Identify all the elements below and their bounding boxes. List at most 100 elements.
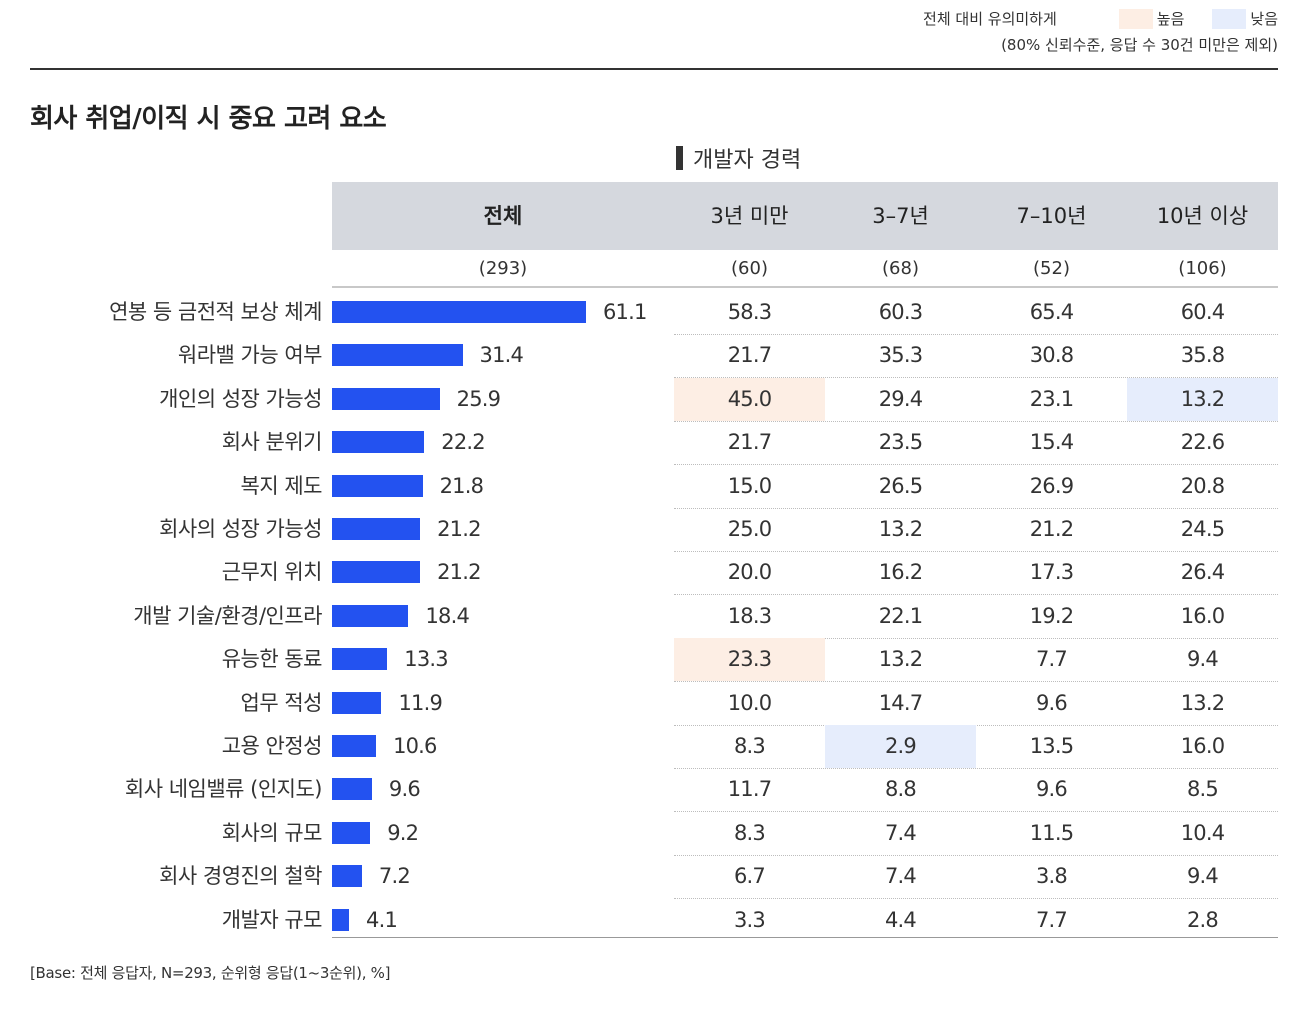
table-cell: 10.0 [727,690,772,715]
row-label: 유능한 동료 [221,647,323,672]
table-cell: 45.0 [674,377,825,421]
bar [332,821,371,844]
bottom-rule [332,937,1278,938]
bar-value-label: 11.9 [398,690,443,715]
bar-value-label: 31.4 [479,343,524,368]
table-cell: 17.3 [1029,560,1074,585]
table-cell: 20.0 [727,560,772,585]
group-title: 개발자 경력 [676,142,801,174]
row-label: 개발자 규모 [221,907,323,932]
table-cell: 25.0 [727,517,772,541]
table-cell: 13.2 [878,517,923,541]
table-cell: 35.8 [1180,343,1225,368]
row-label: 워라밸 가능 여부 [177,343,323,368]
table-cell: 7.4 [885,864,917,889]
table-cell: 18.3 [727,603,772,628]
table-cell: 2.9 [825,725,976,768]
table-cell: 2.8 [1187,907,1219,932]
bar [332,474,423,497]
column-header-10-plus: 10년 이상 [1156,204,1249,228]
legend-note: (80% 신뢰수준, 응답 수 30건 미만은 제외) [1001,36,1278,54]
bar-value-label: 10.6 [393,734,437,758]
group-title-text: 개발자 경력 [693,148,802,173]
table-cell: 20.8 [1180,473,1225,498]
table-cell: 23.1 [1029,386,1074,411]
table-cell: 13.2 [1127,377,1278,421]
table-cell: 9.6 [1036,690,1068,715]
bar-value-label: 9.2 [387,820,419,845]
bar-value-label: 9.6 [388,777,421,802]
row-label: 회사 분위기 [221,430,323,455]
table-cell: 3.8 [1036,864,1068,889]
table-cell: 4.4 [885,907,917,932]
bar [332,648,388,671]
header-rule [332,286,1278,288]
row-divider [674,464,1278,466]
bar [332,778,372,801]
table-cell: 16.2 [878,560,923,585]
table-cell: 26.5 [878,473,923,498]
row-divider [674,377,1278,379]
n-under-3: (60) [731,258,768,279]
bar [332,735,377,757]
bar-value-label: 18.4 [425,603,470,628]
table-cell: 23.3 [674,638,825,682]
row-label: 회사의 규모 [221,820,323,845]
table-cell: 30.8 [1029,343,1074,368]
bar [332,518,421,540]
legend-label: 전체 대비 유의미하게 [923,10,1057,28]
n-total: (293) [478,258,528,279]
table-cell: 15.0 [727,473,772,498]
row-divider [674,681,1278,683]
bar-value-label: 21.8 [439,473,484,498]
table-cell: 6.7 [734,864,766,889]
row-label: 복지 제도 [240,473,323,498]
table-cell: 11.7 [727,777,772,802]
table-cell: 19.2 [1029,603,1074,628]
bar [332,301,586,323]
table-cell: 14.7 [878,690,923,715]
bar [332,908,350,931]
bar-value-label: 21.2 [437,560,481,585]
n-10-plus: (106) [1178,258,1227,279]
table-cell: 8.3 [734,734,766,758]
row-divider [674,507,1278,509]
row-divider [674,724,1278,726]
row-divider [674,550,1278,552]
table-cell: 9.6 [1036,777,1068,802]
legend-high-swatch [1118,8,1153,29]
column-header-total: 전체 [483,204,523,228]
table-cell: 23.5 [878,430,923,455]
row-label: 업무 적성 [240,690,323,715]
legend-high-label: 높음 [1156,10,1185,28]
table-cell: 9.4 [1187,864,1219,889]
row-divider [674,854,1278,856]
table-cell: 21.7 [727,343,772,368]
row-label: 개인의 성장 가능성 [159,386,322,411]
table-cell: 21.7 [727,430,772,455]
bar [332,865,362,888]
row-label: 회사의 성장 가능성 [159,517,322,541]
bar-value-label: 21.2 [437,517,481,541]
row-label: 고용 안정성 [221,734,323,758]
table-cell: 65.4 [1029,300,1074,324]
row-label: 연봉 등 금전적 보상 체계 [109,300,322,324]
legend-high: 높음 [1118,8,1185,29]
bar-value-label: 61.1 [603,300,647,324]
bar [332,691,382,714]
legend-low-swatch [1212,8,1247,29]
row-divider [674,898,1278,900]
table-cell: 7.7 [1036,907,1068,932]
table-cell: 10.4 [1180,820,1225,845]
table-cell: 58.3 [727,300,772,324]
group-title-marker [676,146,683,170]
bar [332,431,425,454]
table-cell: 26.4 [1180,560,1225,585]
row-divider [674,594,1278,596]
table-cell: 8.3 [734,820,766,845]
table-cell: 60.3 [878,300,923,324]
bar-value-label: 13.3 [404,647,448,672]
row-label: 개발 기술/환경/인프라 [133,603,322,628]
table-cell: 22.6 [1180,430,1225,455]
row-label: 회사 경영진의 철학 [159,864,322,889]
